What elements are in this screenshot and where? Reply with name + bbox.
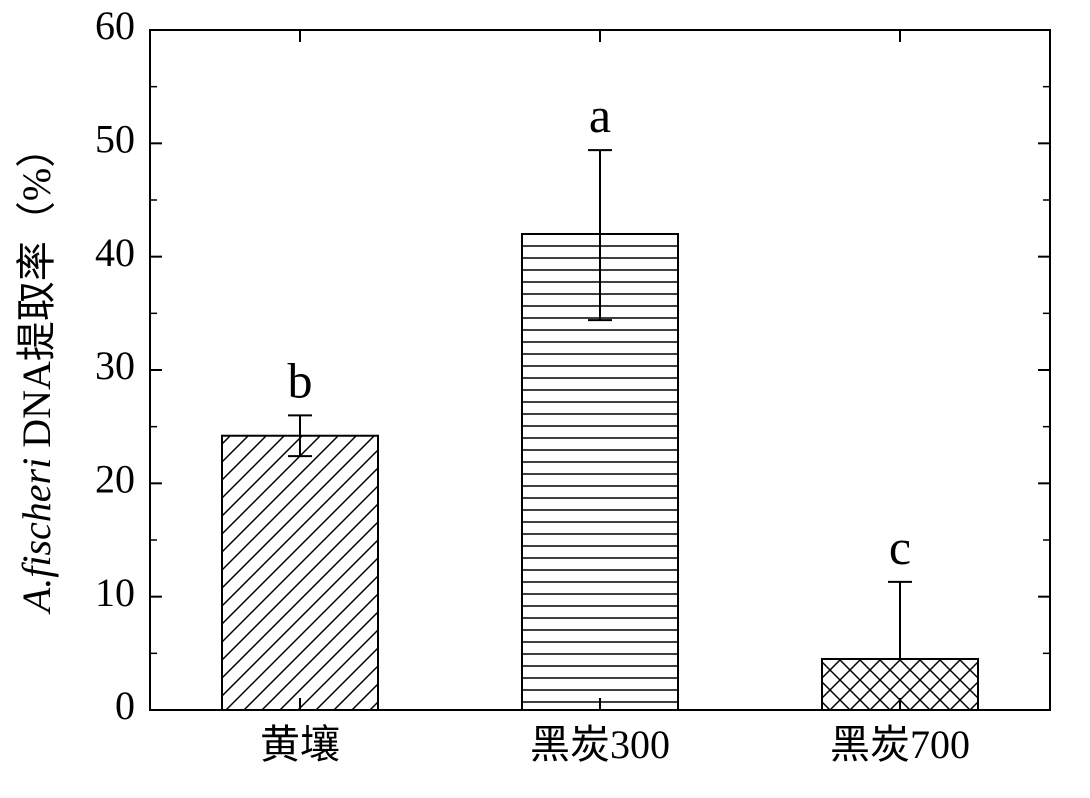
y-axis-label: A.fischeri DNA提取率（%） [14, 128, 59, 615]
chart-container: 0 10 20 30 40 50 60 b 黄壤 a 黑炭300 c 黑炭700 A.fischeri D… [0, 0, 1090, 798]
y-tick-label: 30 [95, 343, 135, 388]
bar [222, 436, 378, 710]
significance-letter: b [288, 352, 313, 408]
svg-text:A.fischeri DNA提取率（%）: A.fischeri DNA提取率（%） [14, 128, 59, 615]
significance-letter: c [889, 519, 911, 575]
y-tick-label: 20 [95, 457, 135, 502]
y-tick-label: 10 [95, 570, 135, 615]
x-category-label: 黑炭300 [530, 722, 670, 767]
y-tick-label: 60 [95, 3, 135, 48]
bar-chart: 0 10 20 30 40 50 60 b 黄壤 a 黑炭300 c 黑炭700 A.fischeri D… [0, 0, 1090, 798]
x-category-label: 黄壤 [260, 722, 340, 767]
y-tick-label: 40 [95, 230, 135, 275]
y-tick-label: 0 [115, 683, 135, 728]
x-category-label: 黑炭700 [830, 722, 970, 767]
y-tick-label: 50 [95, 117, 135, 162]
significance-letter: a [589, 87, 611, 143]
